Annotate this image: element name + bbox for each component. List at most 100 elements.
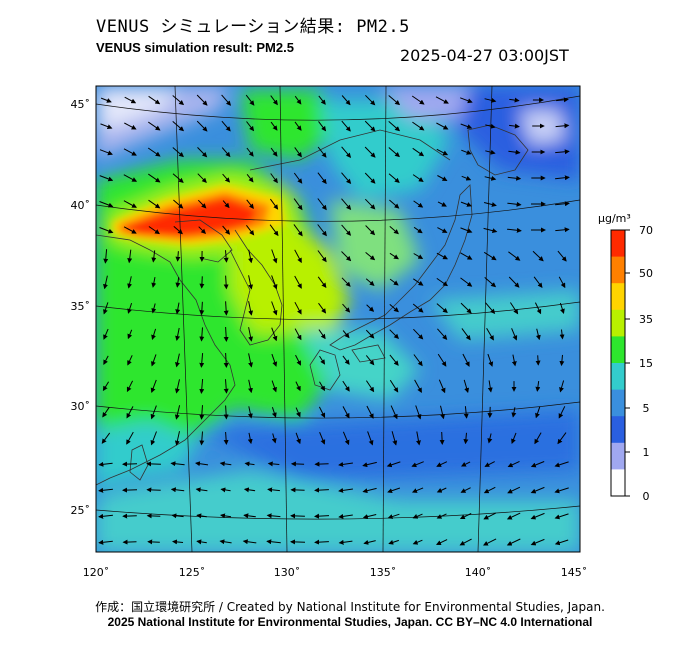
wind-arrow — [271, 249, 278, 264]
wind-arrow — [267, 461, 280, 467]
lat-label-35: 35˚ — [71, 300, 91, 313]
wind-arrow — [364, 146, 376, 158]
wind-arrow — [294, 275, 302, 289]
wind-arrow — [364, 198, 376, 210]
wind-arrow — [554, 487, 569, 494]
colorbar-gradient — [611, 230, 625, 497]
wind-arrow — [101, 432, 111, 444]
wind-arrow — [530, 486, 545, 494]
wind-arrow — [438, 379, 446, 394]
page-title-en: VENUS simulation result: PM2.5 — [96, 40, 294, 55]
wind-arrow — [341, 172, 352, 185]
parallel-40 — [96, 199, 580, 222]
wind-arrow — [269, 198, 279, 210]
wind-arrow — [172, 539, 184, 545]
wind-arrow — [126, 431, 134, 445]
wind-arrow — [319, 355, 326, 365]
wind-arrow — [459, 538, 472, 546]
wind-arrow — [366, 405, 374, 419]
wind-arrow — [555, 175, 570, 181]
wind-arrow — [389, 304, 399, 313]
wind-arrow — [411, 461, 424, 468]
wind-arrow — [318, 406, 326, 418]
colorbar-label-15: 15 — [639, 357, 653, 370]
wind-arrow — [102, 407, 110, 418]
wind-arrow — [554, 539, 569, 546]
wind-arrow — [388, 173, 400, 183]
wind-arrow — [195, 487, 208, 493]
wind-arrow — [557, 432, 567, 445]
wind-arrow — [485, 123, 496, 129]
wind-arrow — [387, 513, 400, 519]
coastline-china — [96, 234, 236, 486]
wind-arrow — [483, 486, 496, 494]
wind-arrow — [150, 354, 157, 367]
colorbar-label-5: 5 — [643, 402, 650, 415]
wind-arrow — [318, 302, 327, 314]
wind-arrow — [199, 431, 205, 446]
wind-arrow — [199, 353, 205, 368]
coastline-hokkaido — [467, 124, 529, 176]
wind-arrow — [461, 461, 471, 467]
wind-arrow — [175, 327, 181, 341]
wind-arrow — [223, 405, 229, 420]
wind-arrow — [364, 172, 376, 184]
wind-arrow — [248, 353, 254, 368]
colorbar-segment — [611, 442, 625, 470]
wind-arrow — [416, 431, 421, 446]
wind-arrow — [127, 329, 133, 340]
wind-arrow — [222, 225, 231, 235]
wind-arrow — [460, 487, 471, 493]
wind-arrow — [412, 513, 423, 519]
wind-arrow — [248, 275, 254, 290]
wind-arrow — [267, 487, 280, 493]
lat-label-30: 30˚ — [71, 400, 91, 413]
wind-arrow — [508, 149, 521, 155]
wind-arrow — [319, 432, 326, 445]
parallel-45 — [96, 95, 580, 121]
wind-arrow — [484, 461, 495, 467]
wind-arrow — [535, 355, 541, 366]
wind-arrow — [171, 513, 184, 519]
wind-arrow — [439, 431, 445, 445]
wind-arrow — [342, 431, 350, 446]
wind-arrow — [223, 326, 229, 342]
wind-arrow — [342, 380, 350, 392]
wind-arrow — [150, 379, 157, 394]
wind-arrow — [341, 198, 352, 211]
wind-arrow — [295, 432, 301, 445]
wind-arrow — [507, 486, 521, 494]
wind-arrow — [341, 224, 352, 236]
meridian-140 — [477, 86, 493, 552]
wind-arrow — [223, 250, 229, 263]
wind-arrow — [271, 275, 278, 290]
colorbar-segment — [611, 230, 625, 258]
wind-arrow — [413, 200, 424, 208]
wind-arrow — [100, 123, 113, 130]
wind-arrow — [534, 432, 542, 445]
wind-arrow — [247, 432, 253, 445]
wind-arrow — [484, 277, 497, 288]
wind-arrow — [126, 380, 134, 393]
wind-arrow — [174, 431, 180, 446]
wind-arrow — [246, 121, 255, 132]
wind-arrow — [146, 461, 161, 467]
colorbar-segment — [611, 469, 625, 497]
wind-arrow — [535, 328, 541, 341]
wind-arrow — [271, 407, 277, 418]
wind-arrow — [148, 199, 161, 209]
wind-arrow — [174, 379, 180, 394]
wind-arrow — [242, 539, 257, 545]
wind-arrow — [317, 250, 327, 263]
wind-arrow — [391, 431, 398, 446]
wind-arrow — [314, 539, 329, 545]
wind-arrow — [246, 147, 254, 157]
wind-arrow — [511, 354, 517, 367]
wind-arrow — [170, 461, 185, 467]
wind-arrow — [364, 120, 376, 132]
wind-arrow — [246, 173, 254, 183]
wind-arrow — [365, 94, 376, 106]
wind-arrow — [463, 406, 469, 419]
wind-arrow — [271, 433, 277, 444]
wind-arrow — [341, 95, 351, 106]
